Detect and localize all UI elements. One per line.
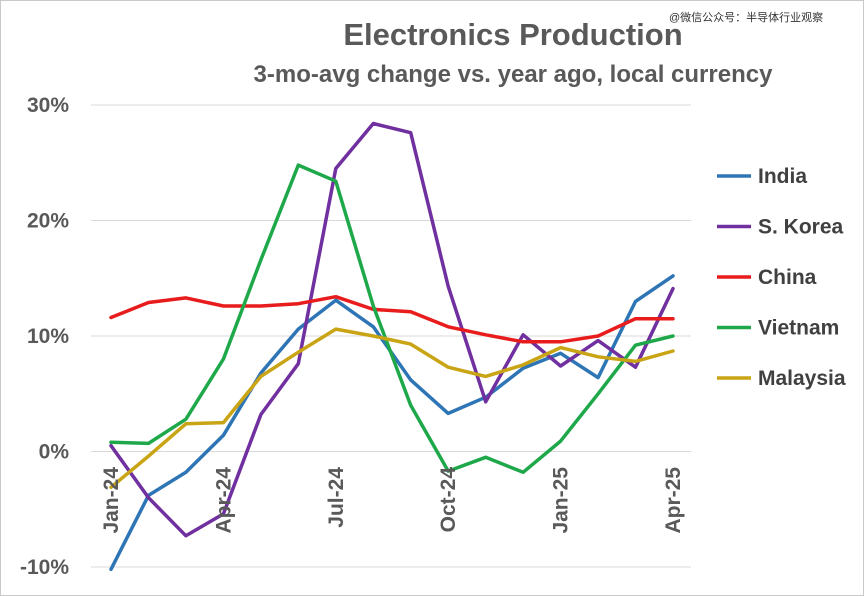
y-tick-label: 0% xyxy=(39,441,70,464)
legend-label: S. Korea xyxy=(758,216,844,239)
x-tick-label: Oct-24 xyxy=(437,467,460,533)
series-line-malaysia xyxy=(109,327,675,490)
y-tick-label: 20% xyxy=(27,210,69,233)
y-tick-label: -10% xyxy=(20,556,69,579)
gridlines xyxy=(91,104,691,568)
legend-label: Malaysia xyxy=(758,367,846,390)
series-line-china xyxy=(109,294,675,344)
legend-label: China xyxy=(758,266,817,289)
watermark: @微信公众号：半导体行业观察 xyxy=(669,10,823,24)
y-tick-label: 10% xyxy=(27,325,69,348)
x-tick-label: Apr-24 xyxy=(212,467,235,534)
x-tick-label: Jul-24 xyxy=(325,467,348,528)
series-line-vietnam xyxy=(109,163,675,475)
x-tick-label: Apr-25 xyxy=(662,467,685,534)
series-line-s-korea xyxy=(109,121,675,538)
legend: India S. Korea China Vietnam Malaysia xyxy=(717,165,846,390)
chart-subtitle: 3-mo-avg change vs. year ago, local curr… xyxy=(254,61,774,88)
x-axis-ticks: Jan-24 Apr-24 Jul-24 Oct-24 Jan-25 Apr-25 xyxy=(100,467,685,534)
y-tick-label: 30% xyxy=(27,94,69,117)
x-tick-label: Jan-25 xyxy=(550,467,573,534)
series-lines xyxy=(109,121,675,572)
legend-label: Vietnam xyxy=(758,317,839,340)
x-tick-label: Jan-24 xyxy=(100,467,123,534)
legend-label: India xyxy=(758,165,807,188)
y-axis-ticks: 30% 20% 10% 0% -10% xyxy=(20,94,69,579)
chart-title: Electronics Production xyxy=(343,17,682,52)
